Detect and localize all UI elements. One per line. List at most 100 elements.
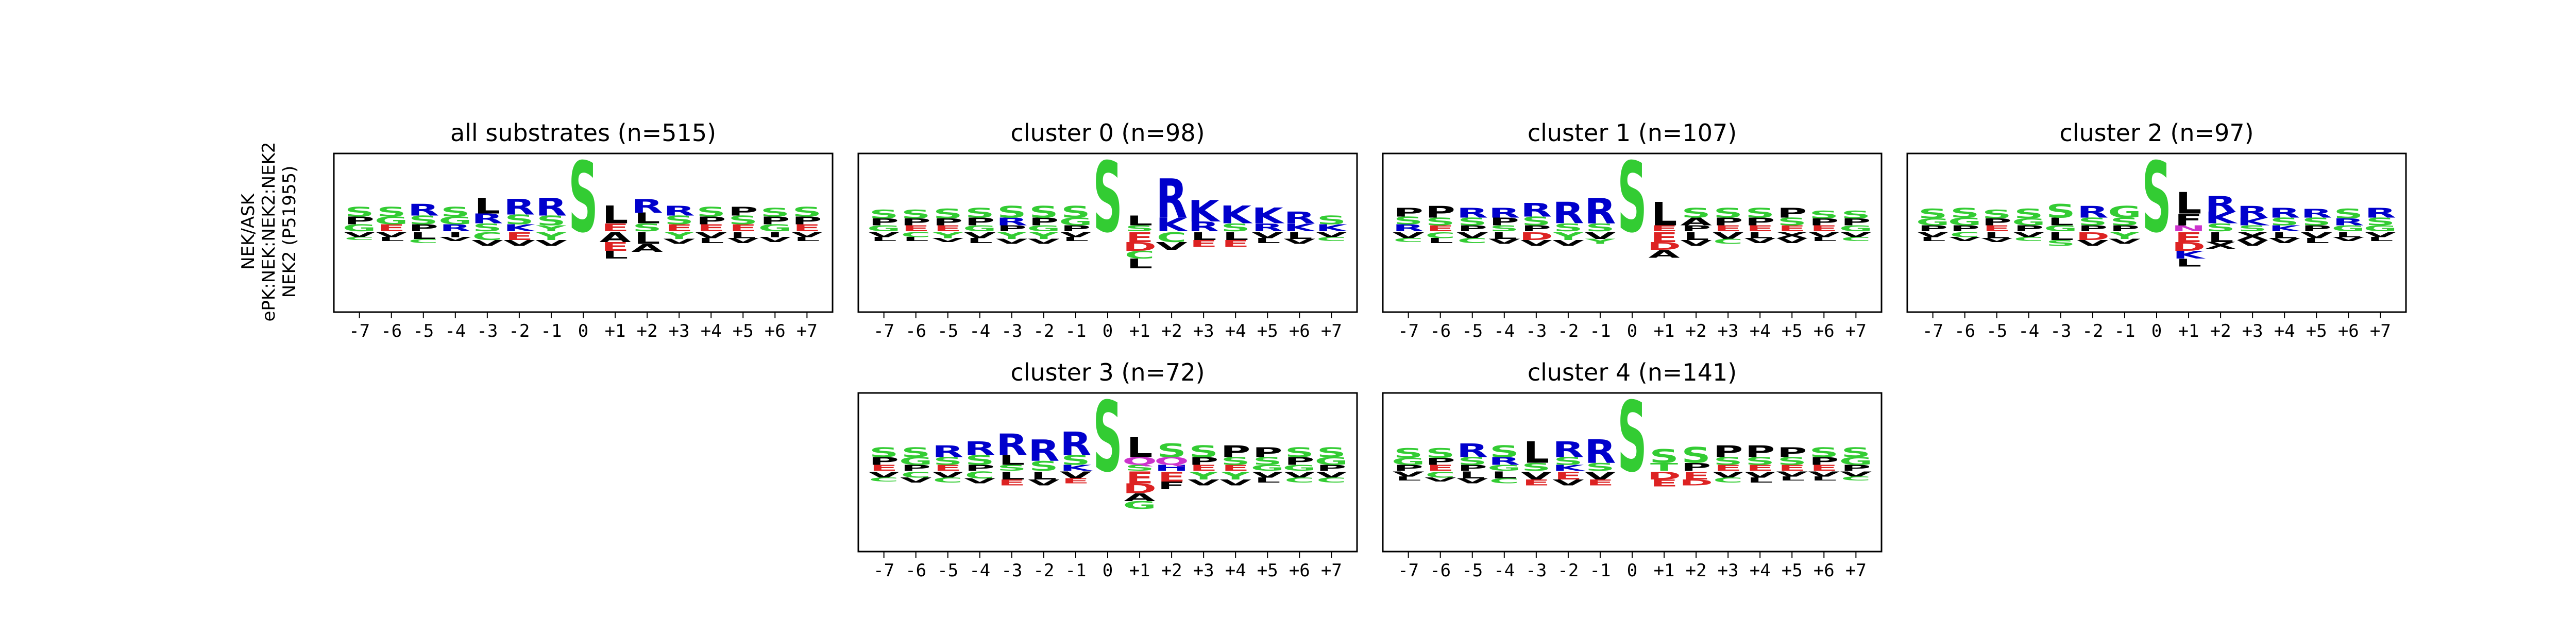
logo-letter-top: G: [1839, 224, 1873, 233]
logo-letter-top: P: [409, 222, 438, 233]
logo-letter-top: P: [997, 224, 1027, 233]
logo-letter-bottom: V: [1744, 237, 1776, 245]
logo-letter-bottom: L: [634, 229, 660, 248]
logo-letter-bottom: L: [1747, 231, 1773, 240]
logo-letter-bottom: Y: [536, 230, 567, 243]
x-tick-label: +4: [1750, 321, 1771, 341]
row-label-line-1: NEK/ASK: [238, 193, 259, 270]
logo-letter-bottom: C: [1316, 236, 1346, 243]
logo-letter-top: R: [2205, 192, 2236, 217]
logo-letter-top: G: [867, 224, 901, 233]
logo-letter-top: S: [2270, 215, 2299, 228]
logo-letter-top: L: [1523, 436, 1550, 470]
logo-letter-top: E: [870, 464, 898, 473]
logo-letter-top: H: [1155, 464, 1189, 473]
x-tick-label: -6: [1430, 560, 1451, 581]
x-tick-label: -3: [2050, 321, 2071, 341]
panel-frame: [1906, 152, 2407, 313]
x-tick-label: 0: [1103, 560, 1113, 581]
x-tick-label: -2: [1033, 560, 1054, 581]
logo-letter-top: P: [2014, 224, 2044, 233]
logo-letter-bottom: V: [1840, 470, 1872, 478]
logo-letter-top: R: [1584, 192, 1616, 232]
logo-letter-top: S: [2142, 141, 2171, 254]
logo-letter-top: P: [1918, 224, 1948, 233]
logo-letter-top: S: [568, 141, 598, 254]
logo-letter-bottom: V: [1949, 236, 1981, 243]
logo-letter-top: S: [1553, 221, 1583, 233]
logo-letter-bottom: V: [1712, 230, 1744, 241]
logo-letter-top: P: [1458, 464, 1487, 473]
logo-letter-top: S: [1682, 205, 1711, 220]
logo-letter-top: S: [2206, 221, 2235, 233]
logo-letter-bottom: C: [1394, 237, 1423, 244]
logo-letter-top: G: [2044, 224, 2077, 233]
logo-letter-top: R: [2301, 207, 2332, 220]
logo-letter-top: P: [1458, 224, 1487, 233]
logo-letter-top: P: [1809, 455, 1839, 467]
logo-letter-top: R: [439, 222, 471, 233]
logo-letter-bottom: L: [2176, 256, 2202, 269]
logo-letter-bottom: C: [1489, 477, 1519, 485]
logo-letter-top: K: [2236, 215, 2269, 228]
logo-letter-top: P: [1394, 464, 1423, 473]
logo-letter-top: S: [1649, 445, 1679, 468]
logo-letter-bottom: Y: [1028, 230, 1060, 241]
logo-letter-bottom: V: [535, 238, 567, 248]
x-tick-label: -3: [1001, 321, 1022, 341]
x-tick-label: -3: [477, 321, 498, 341]
panel-title: cluster 3 (n=72): [1010, 358, 1205, 386]
x-tick-label: +1: [2178, 321, 2199, 341]
logo-letter-top: E: [378, 222, 405, 233]
logo-letter-top: P: [345, 214, 375, 227]
logo-letter-bottom: V: [868, 470, 900, 479]
x-tick-label: -1: [2114, 321, 2135, 341]
logo-letter-bottom: V: [1456, 477, 1488, 485]
logo-letter-bottom: Y: [2109, 230, 2141, 241]
logo-letter-bottom: L: [1779, 476, 1805, 482]
logo-letter-top: E: [1427, 224, 1454, 233]
x-tick-label: +5: [1257, 321, 1278, 341]
logo-letter-bottom: V: [376, 231, 407, 238]
logo-letter-top: E: [1746, 224, 1774, 233]
logo-letter-top: P: [1521, 224, 1551, 233]
x-tick-label: -1: [1065, 560, 1086, 581]
logo-letter-top: L: [2176, 187, 2202, 221]
x-tick-label: -7: [873, 560, 894, 581]
logo-letter-bottom: L: [1747, 476, 1773, 484]
x-tick-label: -6: [1954, 321, 1975, 341]
row-label-line-3: NEK2 (P51955): [279, 166, 300, 298]
x-tick-label: -5: [1986, 321, 2007, 341]
logo-letter-bottom: A: [631, 242, 663, 254]
logo-letter-top: P: [1681, 460, 1711, 473]
logo-letter-top: P: [1745, 215, 1775, 228]
logo-letter-top: E: [1983, 224, 2011, 233]
logo-letter-top: R: [664, 203, 695, 218]
logo-letter-bottom: V: [2013, 231, 2044, 238]
logo-letter-top: N: [2172, 224, 2206, 233]
logo-letter-top: P: [933, 217, 963, 228]
logo-letter-bottom: D: [1123, 239, 1157, 253]
logo-letter-top: P: [1189, 455, 1218, 467]
logo-letter-top: S: [1157, 440, 1187, 462]
logo-letter-top: S: [1714, 455, 1743, 467]
x-tick-label: +3: [1193, 560, 1214, 581]
x-tick-label: +2: [1161, 560, 1182, 581]
logo-letter-top: G: [1948, 215, 1981, 228]
logo-letter-top: K: [1284, 221, 1317, 233]
logo-letter-bottom: L: [1286, 230, 1313, 241]
logo-letter-top: S: [1394, 214, 1423, 227]
x-tick-label: -2: [1557, 321, 1579, 341]
panel-title: cluster 2 (n=97): [2059, 119, 2253, 147]
panel-frame: [1382, 152, 1883, 313]
logo-letter-top: S: [1950, 205, 1979, 220]
logo-letter-bottom: V: [1060, 231, 1091, 238]
logo-letter-top: P: [1713, 442, 1743, 461]
logo-letter-top: P: [1841, 464, 1871, 473]
logo-letter-bottom: E: [1126, 469, 1154, 487]
logo-letter-bottom: A: [599, 230, 631, 245]
x-tick-label: +4: [1225, 321, 1246, 341]
logo-letter-bottom: C: [1157, 230, 1187, 245]
logo-letter-top: R: [1520, 199, 1552, 221]
logo-letter-top: R: [1584, 433, 1616, 471]
